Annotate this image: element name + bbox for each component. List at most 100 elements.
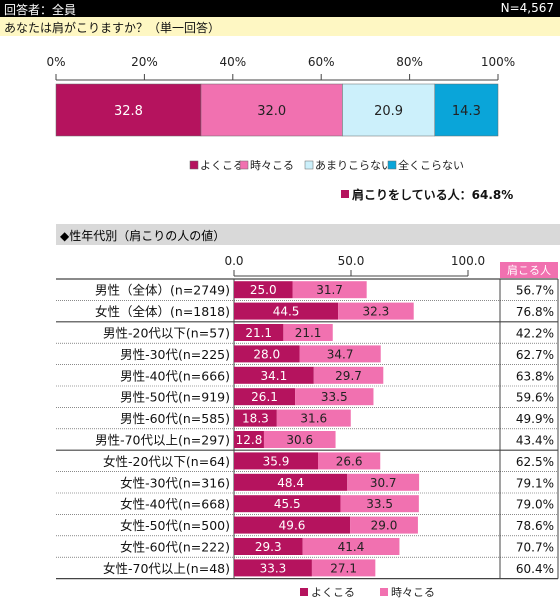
axis-tick-label: 0%: [46, 55, 65, 69]
bar-segment: [234, 366, 314, 384]
bar-segment: [283, 324, 333, 341]
rate-value: 43.4%: [516, 434, 554, 448]
bar-segment: [234, 345, 300, 363]
sample-size: N=4,567: [500, 1, 554, 15]
axis-tick-label: 100.0: [451, 254, 485, 268]
bar-segment: [313, 366, 384, 384]
category-label: 男性-50代(n=919): [120, 390, 230, 405]
legend-swatch: [189, 160, 199, 170]
legend-label: よくこる: [200, 159, 244, 172]
data-label: 12.8: [236, 433, 263, 447]
legend-swatch: [239, 160, 249, 170]
legend-label: 時々こる: [250, 159, 294, 172]
bar-segment: [200, 83, 343, 137]
data-label: 32.0: [257, 104, 286, 119]
axis-tick-label: 0.0: [224, 254, 243, 268]
data-label: 33.5: [321, 390, 348, 404]
bar-segment: [234, 281, 293, 299]
category-label: 女性-50代(n=500): [120, 518, 230, 533]
rate-value: 59.6%: [516, 391, 554, 405]
data-label: 31.6: [300, 412, 327, 426]
data-label: 26.1: [251, 390, 278, 404]
bar-segment: [318, 452, 381, 470]
bar-segment: [234, 495, 341, 513]
bar-segment: [311, 559, 376, 577]
axis-tick-label: 60%: [308, 55, 335, 69]
legend-swatch: [380, 588, 388, 596]
bar-segment: [234, 302, 339, 320]
data-label: 41.4: [338, 540, 365, 554]
data-label: 44.5: [273, 305, 300, 319]
data-label: 29.3: [255, 540, 282, 554]
category-label: 男性-60代(n=585): [120, 411, 230, 426]
bar-segment: [434, 83, 499, 137]
category-label: 女性-40代(n=668): [120, 497, 230, 512]
legend-swatch: [387, 160, 397, 170]
respondents-label: 回答者：全員: [4, 3, 77, 17]
legend-swatch: [304, 160, 314, 170]
axis-tick-label: 100%: [481, 55, 515, 69]
data-label: 28.0: [253, 347, 280, 361]
breakdown-legend: よくこる 時々こる: [300, 586, 435, 599]
overall-legend: よくこる 時々こる あまりこらない 全くこらない: [189, 158, 464, 172]
data-label: 30.7: [370, 476, 397, 490]
overall-chart: 0% 20% 40% 60% 80% 100% 32.8 32.0 20.9 14.3: [46, 55, 515, 137]
category-label: 女性（全体）(n=1818): [95, 304, 230, 319]
data-label: 25.0: [250, 283, 277, 297]
category-label: 男性-70代以上(n=297): [95, 433, 230, 448]
data-label: 20.9: [374, 104, 403, 119]
bar-segment: [342, 83, 436, 137]
data-label: 32.8: [114, 104, 143, 119]
axis-tick-label: 20%: [131, 55, 158, 69]
bar-segment: [234, 409, 277, 427]
rate-header: 肩こる人: [507, 263, 551, 277]
rate-value: 79.0%: [516, 498, 554, 512]
rate-value: 63.8%: [516, 369, 554, 383]
section-title-bar: ◆性年代別（肩こりの人の値）: [56, 224, 560, 245]
axis-tick-label: 50.0: [338, 254, 365, 268]
bar-segment: [338, 302, 414, 320]
rate-value: 70.7%: [516, 541, 554, 555]
data-label: 48.4: [277, 476, 304, 490]
rate-value: 62.5%: [516, 455, 554, 469]
rate-value: 56.7%: [516, 284, 554, 298]
rate-value: 49.9%: [516, 412, 554, 426]
data-label: 35.9: [263, 454, 290, 468]
rate-value: 78.6%: [516, 519, 554, 533]
bar-segment: [55, 83, 202, 137]
axis-tick-label: 40%: [219, 55, 246, 69]
category-label: 男性（全体）(n=2749): [95, 283, 230, 298]
question-bar: あなたは肩がこりますか？（単一回答）: [0, 17, 560, 36]
section-title: ◆性年代別（肩こりの人の値）: [60, 229, 226, 243]
bar-segment: [234, 431, 264, 448]
data-label: 31.7: [316, 283, 343, 297]
bar-segment: [302, 538, 400, 555]
bar-segment: [234, 538, 303, 555]
bar-segment: [340, 495, 419, 513]
rate-value: 60.4%: [516, 562, 554, 576]
summary-marker: [341, 190, 349, 198]
bar-segment: [234, 388, 296, 406]
data-label: 29.7: [335, 369, 362, 383]
legend-label: よくこる: [311, 586, 355, 599]
data-label: 27.1: [330, 561, 357, 575]
bar-segment: [295, 388, 374, 406]
bar-segment: [234, 516, 351, 534]
category-label: 男性-30代(n=225): [120, 347, 230, 362]
data-label: 34.7: [327, 347, 354, 361]
rate-value: 62.7%: [516, 348, 554, 362]
data-label: 49.6: [279, 519, 306, 533]
data-label: 18.3: [242, 412, 269, 426]
category-label: 女性-30代(n=316): [120, 475, 230, 490]
category-label: 男性-40代(n=666): [120, 368, 230, 383]
bar-segment: [350, 516, 418, 534]
bar-segment: [234, 324, 284, 341]
bar-segment: [234, 559, 312, 577]
rate-value: 42.2%: [516, 327, 554, 341]
legend-swatch: [300, 588, 308, 596]
category-label: 女性-60代(n=222): [120, 540, 230, 555]
bar-segment: [234, 473, 348, 491]
data-label: 33.5: [366, 497, 393, 511]
